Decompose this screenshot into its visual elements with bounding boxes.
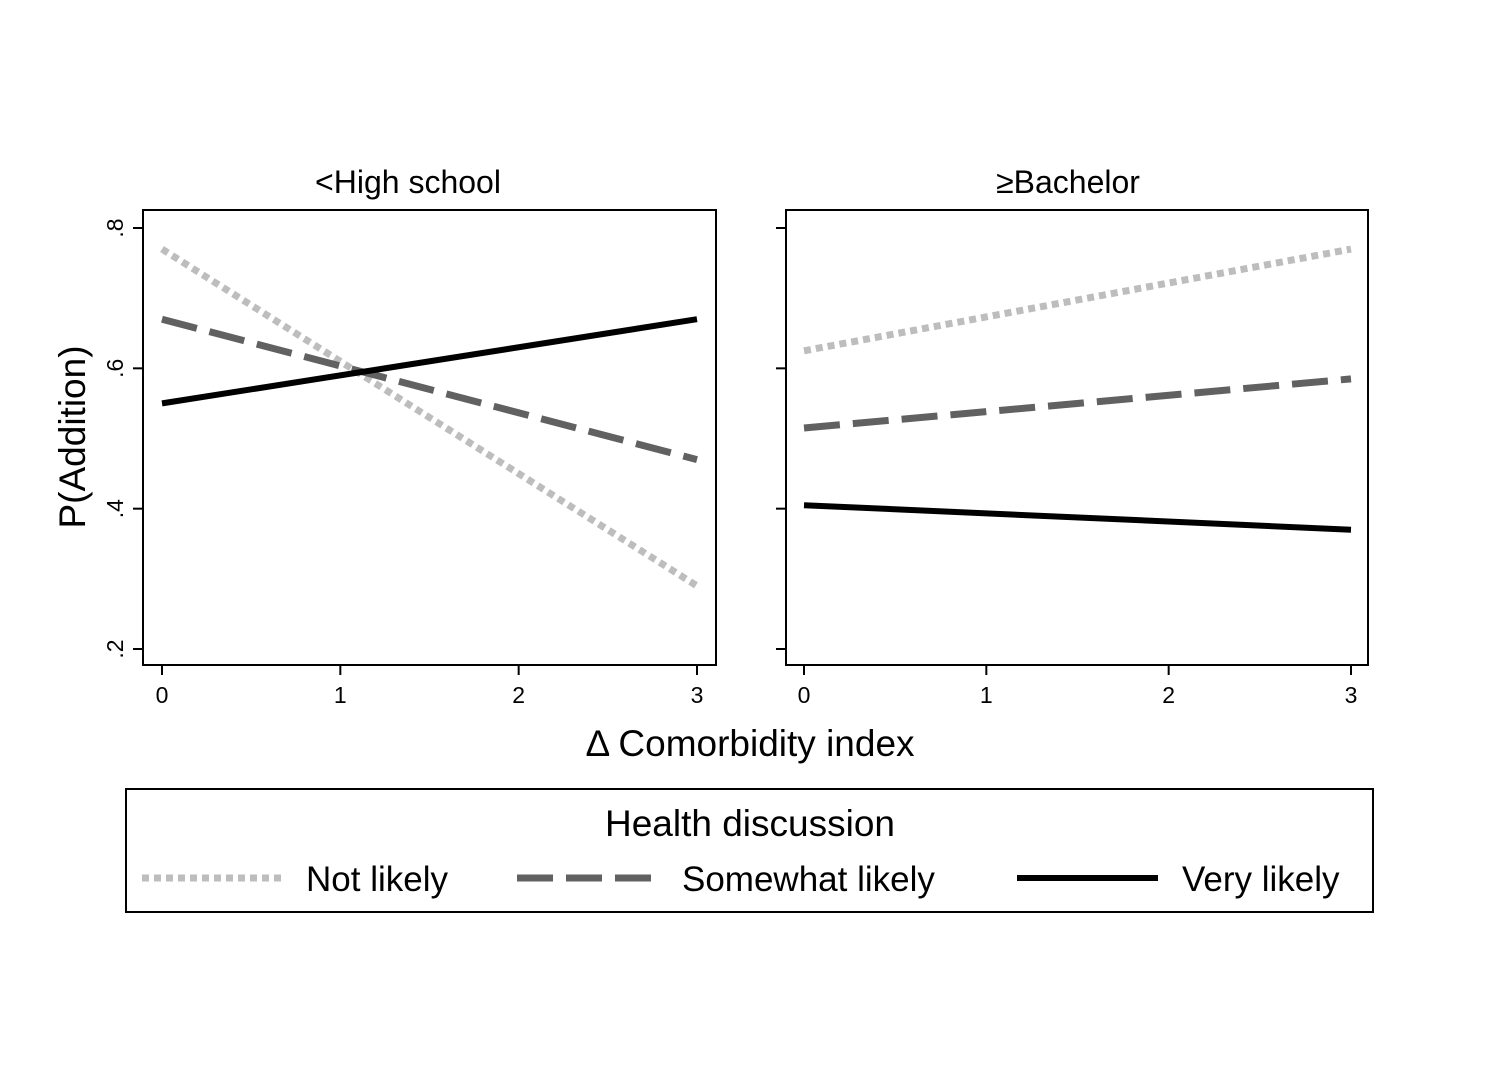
series-line-not-likely-bachelor: [803, 245, 1352, 355]
panel-title-bachelor: ≥Bachelor: [996, 164, 1140, 200]
legend-title: Health discussion: [605, 803, 895, 844]
x-tick-label-0-high-school: 0: [156, 682, 169, 708]
y-tick-label-6: .6: [102, 359, 128, 378]
tick-layer-bachelor: 0 1 2 3: [776, 227, 1358, 708]
plot-frame-high-school: [142, 209, 717, 666]
x-tick-label-2-high-school: 2: [512, 682, 525, 708]
legend-label-not-likely: Not likely: [306, 860, 448, 899]
series-layer-high-school: [160, 246, 699, 589]
panel-bachelor: ≥Bachelor 0 1 2 3: [776, 164, 1369, 708]
x-axis-title: Δ Comorbidity index: [585, 723, 915, 764]
legend-box: [125, 788, 1374, 913]
y-axis-title: P(Addition): [52, 345, 93, 528]
legend-entries: Not likely Somewhat likely Very likely: [142, 860, 1340, 899]
plot-frame-bachelor: [785, 209, 1369, 666]
x-tick-label-2-bachelor: 2: [1162, 682, 1175, 708]
series-layer-bachelor: [803, 245, 1352, 533]
x-tick-label-3-bachelor: 3: [1345, 682, 1358, 708]
x-tick-label-0-bachelor: 0: [798, 682, 811, 708]
panel-high-school: <High school 0 1 2 3 .2 .4 .6 .8: [102, 164, 717, 708]
legend-label-very-likely: Very likely: [1182, 860, 1340, 899]
panel-title-high-school: <High school: [315, 164, 501, 200]
series-line-very-likely-bachelor: [803, 502, 1352, 533]
y-tick-label-8: .8: [102, 218, 128, 237]
legend-label-somewhat-likely: Somewhat likely: [682, 860, 935, 899]
series-line-not-likely-high-school: [160, 246, 699, 589]
x-tick-label-3-high-school: 3: [691, 682, 704, 708]
y-tick-label-4: .4: [102, 499, 128, 518]
y-tick-label-2: .2: [102, 639, 128, 658]
series-line-very-likely-high-school: [161, 316, 698, 407]
x-tick-label-1-bachelor: 1: [980, 682, 993, 708]
series-line-somewhat-likely-high-school: [161, 315, 698, 463]
series-line-somewhat-likely-bachelor: [803, 375, 1352, 432]
tick-layer-high-school: 0 1 2 3 .2 .4 .6 .8: [102, 218, 703, 708]
legend: Health discussion Not likely Somewhat lik…: [125, 788, 1374, 913]
x-tick-label-1-high-school: 1: [334, 682, 347, 708]
